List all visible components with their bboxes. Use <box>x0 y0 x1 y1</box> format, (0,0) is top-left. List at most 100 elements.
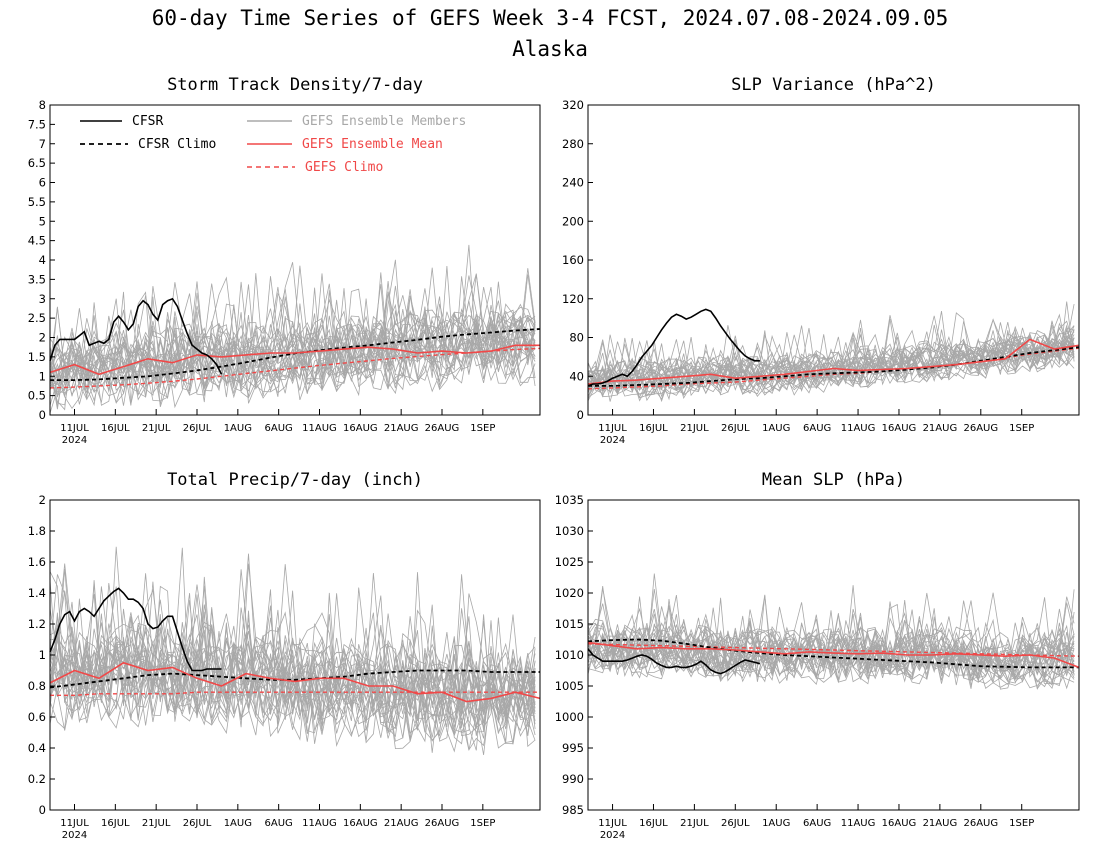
y-tick-label: 985 <box>562 803 584 817</box>
y-tick-label: 280 <box>562 137 584 151</box>
chart-panel-2: SLP Variance (hPa^2) 0 40 80 120 160 200 240 280… <box>562 75 1080 446</box>
x-tick-label: 26AUG <box>425 818 460 829</box>
y-tick-label: 0 <box>39 803 46 817</box>
y-tick-label: 4 <box>39 253 46 267</box>
series-line-gefs-climo <box>587 643 1080 657</box>
series-line-cfsr-climo <box>588 346 1080 387</box>
y-tick-label: 320 <box>562 98 584 112</box>
ensemble-member-line <box>587 330 1075 398</box>
x-tick-label: 26JUL <box>721 423 750 434</box>
ensemble-member-line <box>49 564 536 719</box>
x-tick-label: 1SEP <box>470 818 495 829</box>
x-tick-label: 21JUL <box>142 818 171 829</box>
ensemble-member-line <box>49 546 536 733</box>
x-tick-label: 1SEP <box>470 423 495 434</box>
x-tick-label: 1AUG <box>224 423 252 434</box>
legend-label: GEFS Ensemble Mean <box>302 137 443 152</box>
x-tick-label: 21AUG <box>384 818 419 829</box>
y-tick-label: 1010 <box>555 648 584 662</box>
y-tick-label: 1.2 <box>28 617 46 631</box>
ensemble-member-line <box>587 608 1075 678</box>
x-tick-label: 1AUG <box>762 818 790 829</box>
x-tick-label: 26AUG <box>963 818 998 829</box>
x-tick-label: 1AUG <box>224 818 252 829</box>
y-tick-label: 0.8 <box>28 679 46 693</box>
series-line-gefs-climo <box>50 691 540 696</box>
ensemble-member-line <box>587 619 1075 683</box>
series-line-cfsr <box>587 308 760 387</box>
x-tick-label: 11AUG <box>841 818 876 829</box>
ensemble-member-line <box>587 315 1075 392</box>
x-tick-label: 16AUG <box>882 423 917 434</box>
ensemble-member-line <box>587 338 1075 397</box>
x-tick-label: 26JUL <box>183 818 212 829</box>
x-tick-label: 11JUL <box>598 423 627 434</box>
figure-subtitle: Alaska <box>512 37 588 61</box>
y-tick-label: 995 <box>562 741 584 755</box>
y-tick-label: 4.5 <box>28 234 46 248</box>
y-tick-label: 5.5 <box>28 195 46 209</box>
series-line-cfsr <box>587 648 761 675</box>
y-tick-label: 3 <box>39 292 46 306</box>
series-line-cfsr <box>49 587 222 672</box>
y-tick-label: 1 <box>39 648 46 662</box>
chart-panel-3: Total Precip/7-day (inch)00.20.40.60.811… <box>28 470 541 841</box>
y-tick-label: 200 <box>562 214 584 228</box>
y-tick-label: 6 <box>39 176 46 190</box>
ensemble-member-line <box>49 274 536 398</box>
x-year-label: 2024 <box>600 435 625 446</box>
y-tick-label: 2.5 <box>28 311 46 325</box>
panel-title: SLP Variance (hPa^2) <box>731 75 936 95</box>
x-tick-label: 26JUL <box>183 423 212 434</box>
x-tick-label: 11JUL <box>60 423 89 434</box>
y-tick-label: 1.4 <box>28 586 46 600</box>
ensemble-member-line <box>587 599 1075 679</box>
y-tick-label: 2 <box>39 331 46 345</box>
ensemble-member-line <box>49 616 536 739</box>
series-line-cfsr <box>49 297 223 375</box>
ensemble-member-line <box>587 613 1075 680</box>
ensemble-member-line <box>587 325 1075 393</box>
x-tick-label: 1AUG <box>762 423 790 434</box>
x-tick-label: 21JUL <box>142 423 171 434</box>
ensemble-member-line <box>49 572 536 716</box>
ensemble-member-line <box>587 333 1075 389</box>
y-tick-label: 990 <box>562 772 584 786</box>
x-tick-label: 6AUG <box>803 423 831 434</box>
y-tick-label: 1020 <box>555 586 584 600</box>
ensemble-member-line <box>587 619 1075 690</box>
ensemble-member-line <box>587 597 1075 687</box>
series-line-gefs-ensemble-mean <box>49 661 541 703</box>
y-tick-label: 0.6 <box>28 710 46 724</box>
x-tick-label: 16JUL <box>101 423 130 434</box>
ensemble-member-line <box>587 601 1075 675</box>
series-line-gefs-climo <box>587 347 1080 390</box>
x-tick-label: 16AUG <box>343 818 378 829</box>
y-tick-label: 1030 <box>555 524 584 538</box>
x-tick-label: 6AUG <box>803 818 831 829</box>
y-tick-label: 1035 <box>555 493 584 507</box>
chart-panel-4: Mean SLP (hPa) 985 990 995 1000 1005 1010 1015 1… <box>555 470 1080 841</box>
x-tick-label: 16AUG <box>343 423 378 434</box>
x-year-label: 2024 <box>62 435 87 446</box>
y-tick-label: 1005 <box>555 679 584 693</box>
x-tick-label: 1SEP <box>1009 423 1034 434</box>
y-tick-label: 0.5 <box>28 389 46 403</box>
y-tick-label: 2 <box>39 493 46 507</box>
x-tick-label: 6AUG <box>265 423 293 434</box>
x-tick-label: 16JUL <box>639 423 668 434</box>
y-tick-label: 1.5 <box>28 350 46 364</box>
y-tick-label: 1025 <box>555 555 584 569</box>
y-tick-label: 80 <box>569 331 584 345</box>
x-tick-label: 1SEP <box>1009 818 1034 829</box>
x-tick-label: 16AUG <box>882 818 917 829</box>
y-tick-label: 1015 <box>555 617 584 631</box>
ensemble-member-line <box>587 332 1075 394</box>
legend: CFSR CFSR Climo GEFS Ensemble Members GEFS … <box>80 114 466 175</box>
y-tick-label: 0 <box>39 408 46 422</box>
panel-title: Mean SLP (hPa) <box>762 470 905 490</box>
legend-label: CFSR Climo <box>138 137 216 152</box>
ensemble-member-line <box>49 590 536 736</box>
y-tick-label: 40 <box>569 369 584 383</box>
ensemble-member-line <box>49 576 536 737</box>
